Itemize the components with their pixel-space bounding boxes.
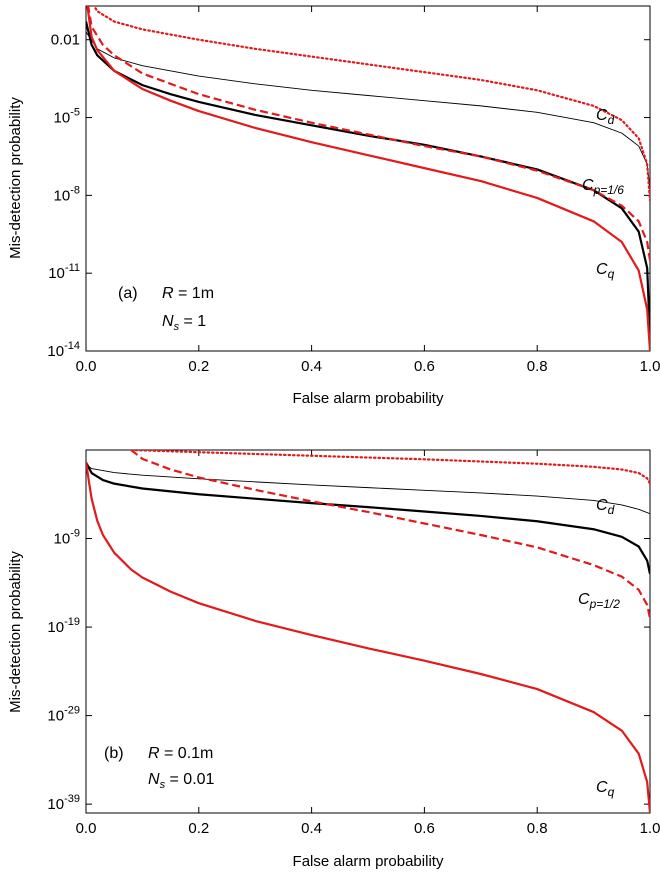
- panel-a-x-tick-label: 0.0: [76, 358, 97, 375]
- panel-a-label-cp: Cp=1/6: [582, 177, 624, 197]
- panel-b-x-tick-label: 0.0: [76, 820, 97, 837]
- panel-a-series-0-line: [86, 31, 650, 191]
- panel-a-ns-annotation: Ns = 1: [162, 313, 206, 333]
- panel-b-radius-annotation: R = 0.1m: [148, 745, 213, 762]
- panel-b-series-3-line: [130, 450, 650, 619]
- panel-a-label: (a): [118, 285, 138, 302]
- panel-b-x-tick-label: 0.6: [414, 820, 435, 837]
- panel-b-series-4-line: [86, 461, 650, 813]
- panel-b-y-tick-label: 10-29: [47, 705, 80, 725]
- panel-a-x-tick-label: 1.0: [640, 358, 660, 375]
- panel-a-y-tick-label: 10-14: [47, 340, 80, 360]
- panel-b-x-tick-label: 0.8: [527, 820, 548, 837]
- panel-a-x-tick-label: 0.8: [527, 358, 548, 375]
- panel-a-frame: [85, 5, 651, 352]
- panel-b-label-cq: Cq: [596, 779, 615, 799]
- panel-b-frame: [85, 449, 651, 814]
- panel-a-y-tick-label: 0.01: [51, 32, 80, 49]
- panel-a-x-axis-title: False alarm probability: [293, 390, 444, 407]
- panel-a-radius-annotation: R = 1m: [162, 285, 214, 302]
- panel-b-series-2-line: [130, 450, 650, 485]
- panel-a-x-tick-label: 0.6: [414, 358, 435, 375]
- panel-a-label-cq: Cq: [596, 261, 615, 281]
- panel-b-y-tick-label: 10-9: [54, 528, 80, 548]
- panel-a-x-tick-label: 0.2: [188, 358, 209, 375]
- panel-a-series-4-line: [86, 6, 650, 351]
- panel-b-label: (b): [104, 745, 124, 762]
- panel-b-x-axis-title: False alarm probability: [293, 853, 444, 870]
- panel-b-y-axis-title: Mis-detection probability: [7, 551, 24, 713]
- panel-b-x-tick-label: 0.4: [301, 820, 322, 837]
- panel-a-series-2-line: [92, 6, 650, 202]
- panel-a: 0.0 0.2 0.4 0.6 0.8 1.0 0.01 10-5 10-8 10-11 10-1…: [7, 5, 660, 407]
- panel-b-label-cp: Cp=1/2: [578, 591, 620, 611]
- panel-a-y-tick-label: 10-11: [48, 262, 80, 282]
- panel-a-label-cd: Cd: [596, 107, 615, 127]
- panel-b-x-tick-label: 0.2: [188, 820, 209, 837]
- panel-b: 0.0 0.2 0.4 0.6 0.8 1.0 10-9 10-19 10-29 10-39 F…: [7, 449, 660, 870]
- panel-b-ns-annotation: Ns = 0.01: [148, 771, 215, 791]
- panel-a-y-tick-label: 10-5: [54, 107, 80, 127]
- panel-a-series-3-line: [87, 6, 650, 261]
- panel-b-y-tick-label: 10-19: [47, 616, 80, 636]
- panel-b-series-0-line: [86, 463, 650, 515]
- panel-b-x-tick-label: 1.0: [640, 820, 660, 837]
- panel-b-label-cd: Cd: [596, 497, 615, 517]
- panel-a-x-tick-label: 0.4: [301, 358, 322, 375]
- panel-b-series-1-line: [86, 461, 650, 575]
- panel-a-y-axis-title: Mis-detection probability: [7, 97, 24, 259]
- panel-a-y-tick-label: 10-8: [54, 184, 80, 204]
- panel-b-y-tick-label: 10-39: [47, 793, 80, 813]
